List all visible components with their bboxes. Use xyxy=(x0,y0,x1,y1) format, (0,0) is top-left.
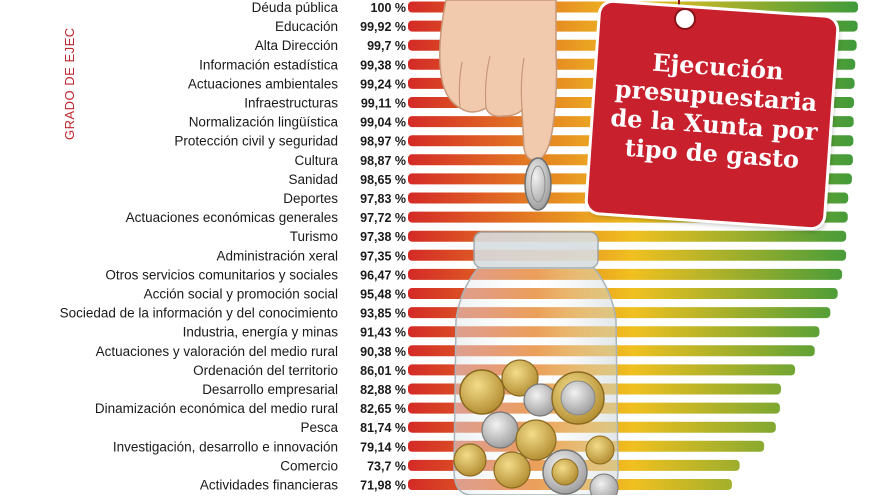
value-label: 98,97 % xyxy=(360,135,406,149)
category-label: Acción social y promoción social xyxy=(144,287,338,302)
value-label: 93,85 % xyxy=(360,307,406,321)
category-label: Información estadística xyxy=(199,57,338,72)
value-label: 82,65 % xyxy=(360,402,406,416)
category-label: Cultura xyxy=(294,153,338,168)
value-label: 97,35 % xyxy=(360,249,406,263)
value-label: 97,38 % xyxy=(360,230,406,244)
value-label: 97,72 % xyxy=(360,211,406,225)
value-label: 98,65 % xyxy=(360,173,406,187)
value-label: 99,38 % xyxy=(360,58,406,72)
category-label: Protección civil y seguridad xyxy=(174,134,338,149)
category-label: Sociedad de la información y del conocim… xyxy=(60,306,338,321)
value-label: 73,7 % xyxy=(367,459,406,473)
side-axis-label: GRADO DE EJEC xyxy=(62,27,77,140)
category-label: Actuaciones y valoración del medio rural xyxy=(96,344,338,359)
value-label: 79,14 % xyxy=(360,440,406,454)
category-label: Sanidad xyxy=(288,172,338,187)
value-label: 99,11 % xyxy=(361,97,406,111)
coins-pile xyxy=(453,359,619,500)
category-label: Turismo xyxy=(290,229,338,244)
value-label: 99,24 % xyxy=(360,77,406,91)
category-label: Administración xeral xyxy=(216,248,338,263)
value-label: 98,87 % xyxy=(360,154,406,168)
category-label: Investigación, desarrollo e innovación xyxy=(113,439,338,454)
value-label: 99,04 % xyxy=(360,116,406,130)
chart-title: Ejecución presupuestaria de la Xunta por… xyxy=(609,47,819,174)
category-label: Déuda pública xyxy=(252,0,339,15)
value-label: 99,7 % xyxy=(367,39,406,53)
category-label: Otros servicios comunitarios y sociales xyxy=(105,267,338,282)
value-label: 71,98 % xyxy=(360,479,406,493)
category-label: Ordenación del territorio xyxy=(193,363,338,378)
category-label: Industria, energía y minas xyxy=(183,325,339,340)
value-label: 81,74 % xyxy=(360,421,406,435)
value-label: 82,88 % xyxy=(360,383,406,397)
value-label: 100 % xyxy=(371,1,406,15)
value-label: 97,83 % xyxy=(360,192,406,206)
value-label: 95,48 % xyxy=(360,288,406,302)
category-label: Actividades financieras xyxy=(200,478,338,493)
category-label: Infraestructuras xyxy=(244,96,338,111)
category-label: Dinamización económica del medio rural xyxy=(95,401,338,416)
coin-jar-illustration xyxy=(453,231,619,500)
value-label: 86,01 % xyxy=(360,364,406,378)
tag-hole xyxy=(674,8,696,30)
category-label: Educación xyxy=(275,19,338,34)
category-label: Normalización lingüística xyxy=(189,115,339,130)
value-label: 99,92 % xyxy=(360,20,406,34)
category-label: Deportes xyxy=(283,191,338,206)
category-label: Pesca xyxy=(300,420,338,435)
value-label: 91,43 % xyxy=(360,326,406,340)
value-label: 90,38 % xyxy=(360,345,406,359)
category-label: Desarrollo empresarial xyxy=(202,382,338,397)
category-label: Alta Dirección xyxy=(255,38,338,53)
category-label: Comercio xyxy=(280,458,338,473)
category-label: Actuaciones económicas generales xyxy=(126,210,339,225)
hand-with-coin-illustration xyxy=(439,0,558,211)
category-label: Actuaciones ambientales xyxy=(188,76,338,91)
value-label: 96,47 % xyxy=(360,268,406,282)
